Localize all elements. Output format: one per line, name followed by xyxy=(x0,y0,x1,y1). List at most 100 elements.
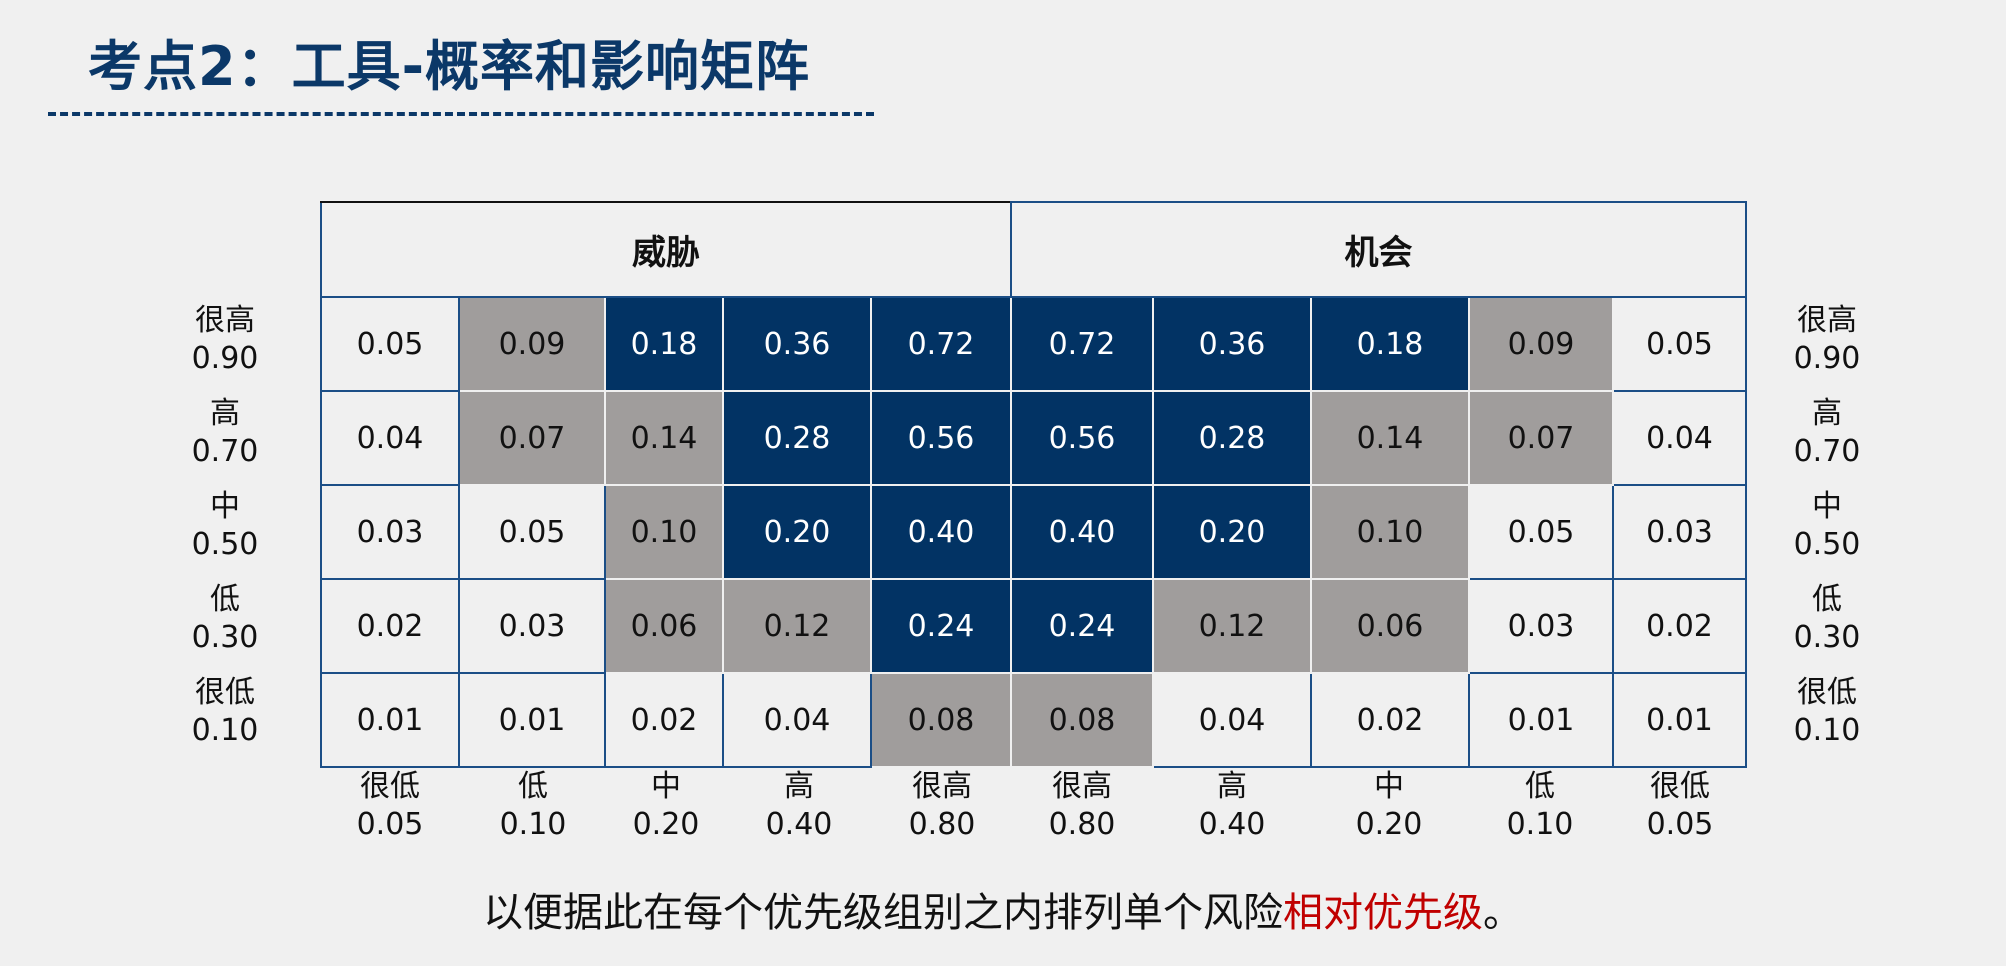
matrix-cell: 0.04 xyxy=(1152,672,1312,768)
column-label: 很高 0.80 xyxy=(1022,768,1142,844)
row-label-right: 低 0.30 xyxy=(1767,581,1887,657)
footnote-highlight: 相对优先级 xyxy=(1283,890,1483,936)
probability-value: 0.50 xyxy=(191,527,259,562)
page-title: 考点2：工具-概率和影响矩阵 xyxy=(88,35,810,98)
matrix-row: 0.01 0.01 0.02 0.04 0.08 0.08 0.04 0.02 0.01 0.01 xyxy=(320,672,1747,768)
matrix-cell: 0.05 xyxy=(458,484,606,580)
impact-value: 0.10 xyxy=(499,807,567,842)
matrix-cell: 0.07 xyxy=(458,390,606,486)
matrix-cell: 0.09 xyxy=(1468,296,1614,392)
column-label: 低 0.10 xyxy=(473,768,593,844)
impact-value: 0.40 xyxy=(1198,807,1266,842)
impact-level: 很低 xyxy=(360,769,420,804)
matrix-cell: 0.12 xyxy=(1152,578,1312,674)
matrix-cell: 0.20 xyxy=(1152,484,1312,580)
probability-value: 0.10 xyxy=(191,713,259,748)
probability-value: 0.70 xyxy=(1793,434,1861,469)
row-label-right: 很低 0.10 xyxy=(1767,674,1887,750)
probability-level: 低 xyxy=(1812,582,1842,617)
impact-value: 0.80 xyxy=(1048,807,1116,842)
matrix-row: 0.02 0.03 0.06 0.12 0.24 0.24 0.12 0.06 0.03 0.02 xyxy=(320,578,1747,674)
matrix-cell: 0.02 xyxy=(320,578,460,674)
footnote: 以便据此在每个优先级组别之内排列单个风险相对优先级。 xyxy=(0,880,2006,938)
impact-level: 低 xyxy=(1525,769,1555,804)
impact-level: 很高 xyxy=(1052,769,1112,804)
probability-value: 0.50 xyxy=(1793,527,1861,562)
matrix-cell: 0.01 xyxy=(458,672,606,768)
probability-level: 低 xyxy=(210,582,240,617)
matrix-cell: 0.12 xyxy=(722,578,872,674)
column-label: 低 0.10 xyxy=(1480,768,1600,844)
impact-level: 中 xyxy=(1374,769,1404,804)
matrix-cell: 0.03 xyxy=(458,578,606,674)
matrix-cell: 0.01 xyxy=(1612,672,1747,768)
matrix-cell: 0.24 xyxy=(870,578,1012,674)
impact-value: 0.80 xyxy=(908,807,976,842)
impact-level: 很低 xyxy=(1650,769,1710,804)
probability-level: 中 xyxy=(1812,489,1842,524)
matrix-cell: 0.04 xyxy=(320,390,460,486)
matrix-cell: 0.24 xyxy=(1010,578,1154,674)
title-divider xyxy=(48,112,874,116)
impact-level: 高 xyxy=(1217,769,1247,804)
column-label: 很高 0.80 xyxy=(882,768,1002,844)
matrix-cell: 0.02 xyxy=(1612,578,1747,674)
column-label: 中 0.20 xyxy=(606,768,726,844)
matrix-cell: 0.40 xyxy=(1010,484,1154,580)
column-label: 很低 0.05 xyxy=(330,768,450,844)
matrix-cell: 0.02 xyxy=(1310,672,1470,768)
matrix-cell: 0.56 xyxy=(1010,390,1154,486)
footnote-end: 。 xyxy=(1483,890,1523,936)
probability-level: 很高 xyxy=(195,303,255,338)
matrix-cell: 0.28 xyxy=(722,390,872,486)
probability-value: 0.30 xyxy=(191,620,259,655)
row-label-right: 高 0.70 xyxy=(1767,395,1887,471)
matrix-cell: 0.04 xyxy=(1612,390,1747,486)
matrix-cell: 0.03 xyxy=(320,484,460,580)
matrix-cell: 0.01 xyxy=(1468,672,1614,768)
matrix-cell: 0.07 xyxy=(1468,390,1614,486)
matrix-cell: 0.05 xyxy=(1468,484,1614,580)
row-label-left: 很高 0.90 xyxy=(165,302,285,378)
matrix-cell: 0.08 xyxy=(870,672,1012,768)
column-label: 高 0.40 xyxy=(739,768,859,844)
matrix-cell: 0.72 xyxy=(870,296,1012,392)
impact-value: 0.20 xyxy=(632,807,700,842)
matrix-cell: 0.05 xyxy=(320,296,460,392)
column-label: 高 0.40 xyxy=(1172,768,1292,844)
row-label-left: 低 0.30 xyxy=(165,581,285,657)
impact-level: 高 xyxy=(784,769,814,804)
row-label-left: 高 0.70 xyxy=(165,395,285,471)
matrix-cell: 0.08 xyxy=(1010,672,1154,768)
opportunity-header: 机会 xyxy=(1010,201,1747,298)
row-label-left: 中 0.50 xyxy=(165,488,285,564)
matrix-cell: 0.06 xyxy=(604,578,724,674)
impact-value: 0.20 xyxy=(1355,807,1423,842)
matrix-cell: 0.36 xyxy=(1152,296,1312,392)
probability-value: 0.90 xyxy=(1793,341,1861,376)
matrix-cell: 0.04 xyxy=(722,672,872,768)
matrix-cell: 0.56 xyxy=(870,390,1012,486)
probability-value: 0.30 xyxy=(1793,620,1861,655)
matrix-cell: 0.14 xyxy=(604,390,724,486)
column-label: 中 0.20 xyxy=(1329,768,1449,844)
matrix-cell: 0.10 xyxy=(604,484,724,580)
matrix-cell: 0.03 xyxy=(1612,484,1747,580)
probability-value: 0.10 xyxy=(1793,713,1861,748)
matrix-row: 0.03 0.05 0.10 0.20 0.40 0.40 0.20 0.10 0.05 0.03 xyxy=(320,484,1747,580)
probability-level: 很低 xyxy=(195,675,255,710)
matrix-cell: 0.40 xyxy=(870,484,1012,580)
matrix-row: 0.05 0.09 0.18 0.36 0.72 0.72 0.36 0.18 0.09 0.05 xyxy=(320,296,1747,392)
matrix-cell: 0.10 xyxy=(1310,484,1470,580)
row-label-right: 中 0.50 xyxy=(1767,488,1887,564)
probability-impact-matrix: 威胁 机会 0.05 0.09 0.18 0.36 0.72 0.72 0.36 0.18 0.… xyxy=(320,201,1747,768)
impact-value: 0.05 xyxy=(356,807,424,842)
matrix-cell: 0.14 xyxy=(1310,390,1470,486)
probability-value: 0.70 xyxy=(191,434,259,469)
matrix-cell: 0.01 xyxy=(320,672,460,768)
probability-level: 中 xyxy=(210,489,240,524)
impact-level: 很高 xyxy=(912,769,972,804)
matrix-cell: 0.05 xyxy=(1612,296,1747,392)
matrix-row: 0.04 0.07 0.14 0.28 0.56 0.56 0.28 0.14 0.07 0.04 xyxy=(320,390,1747,486)
threat-header: 威胁 xyxy=(320,201,1012,298)
